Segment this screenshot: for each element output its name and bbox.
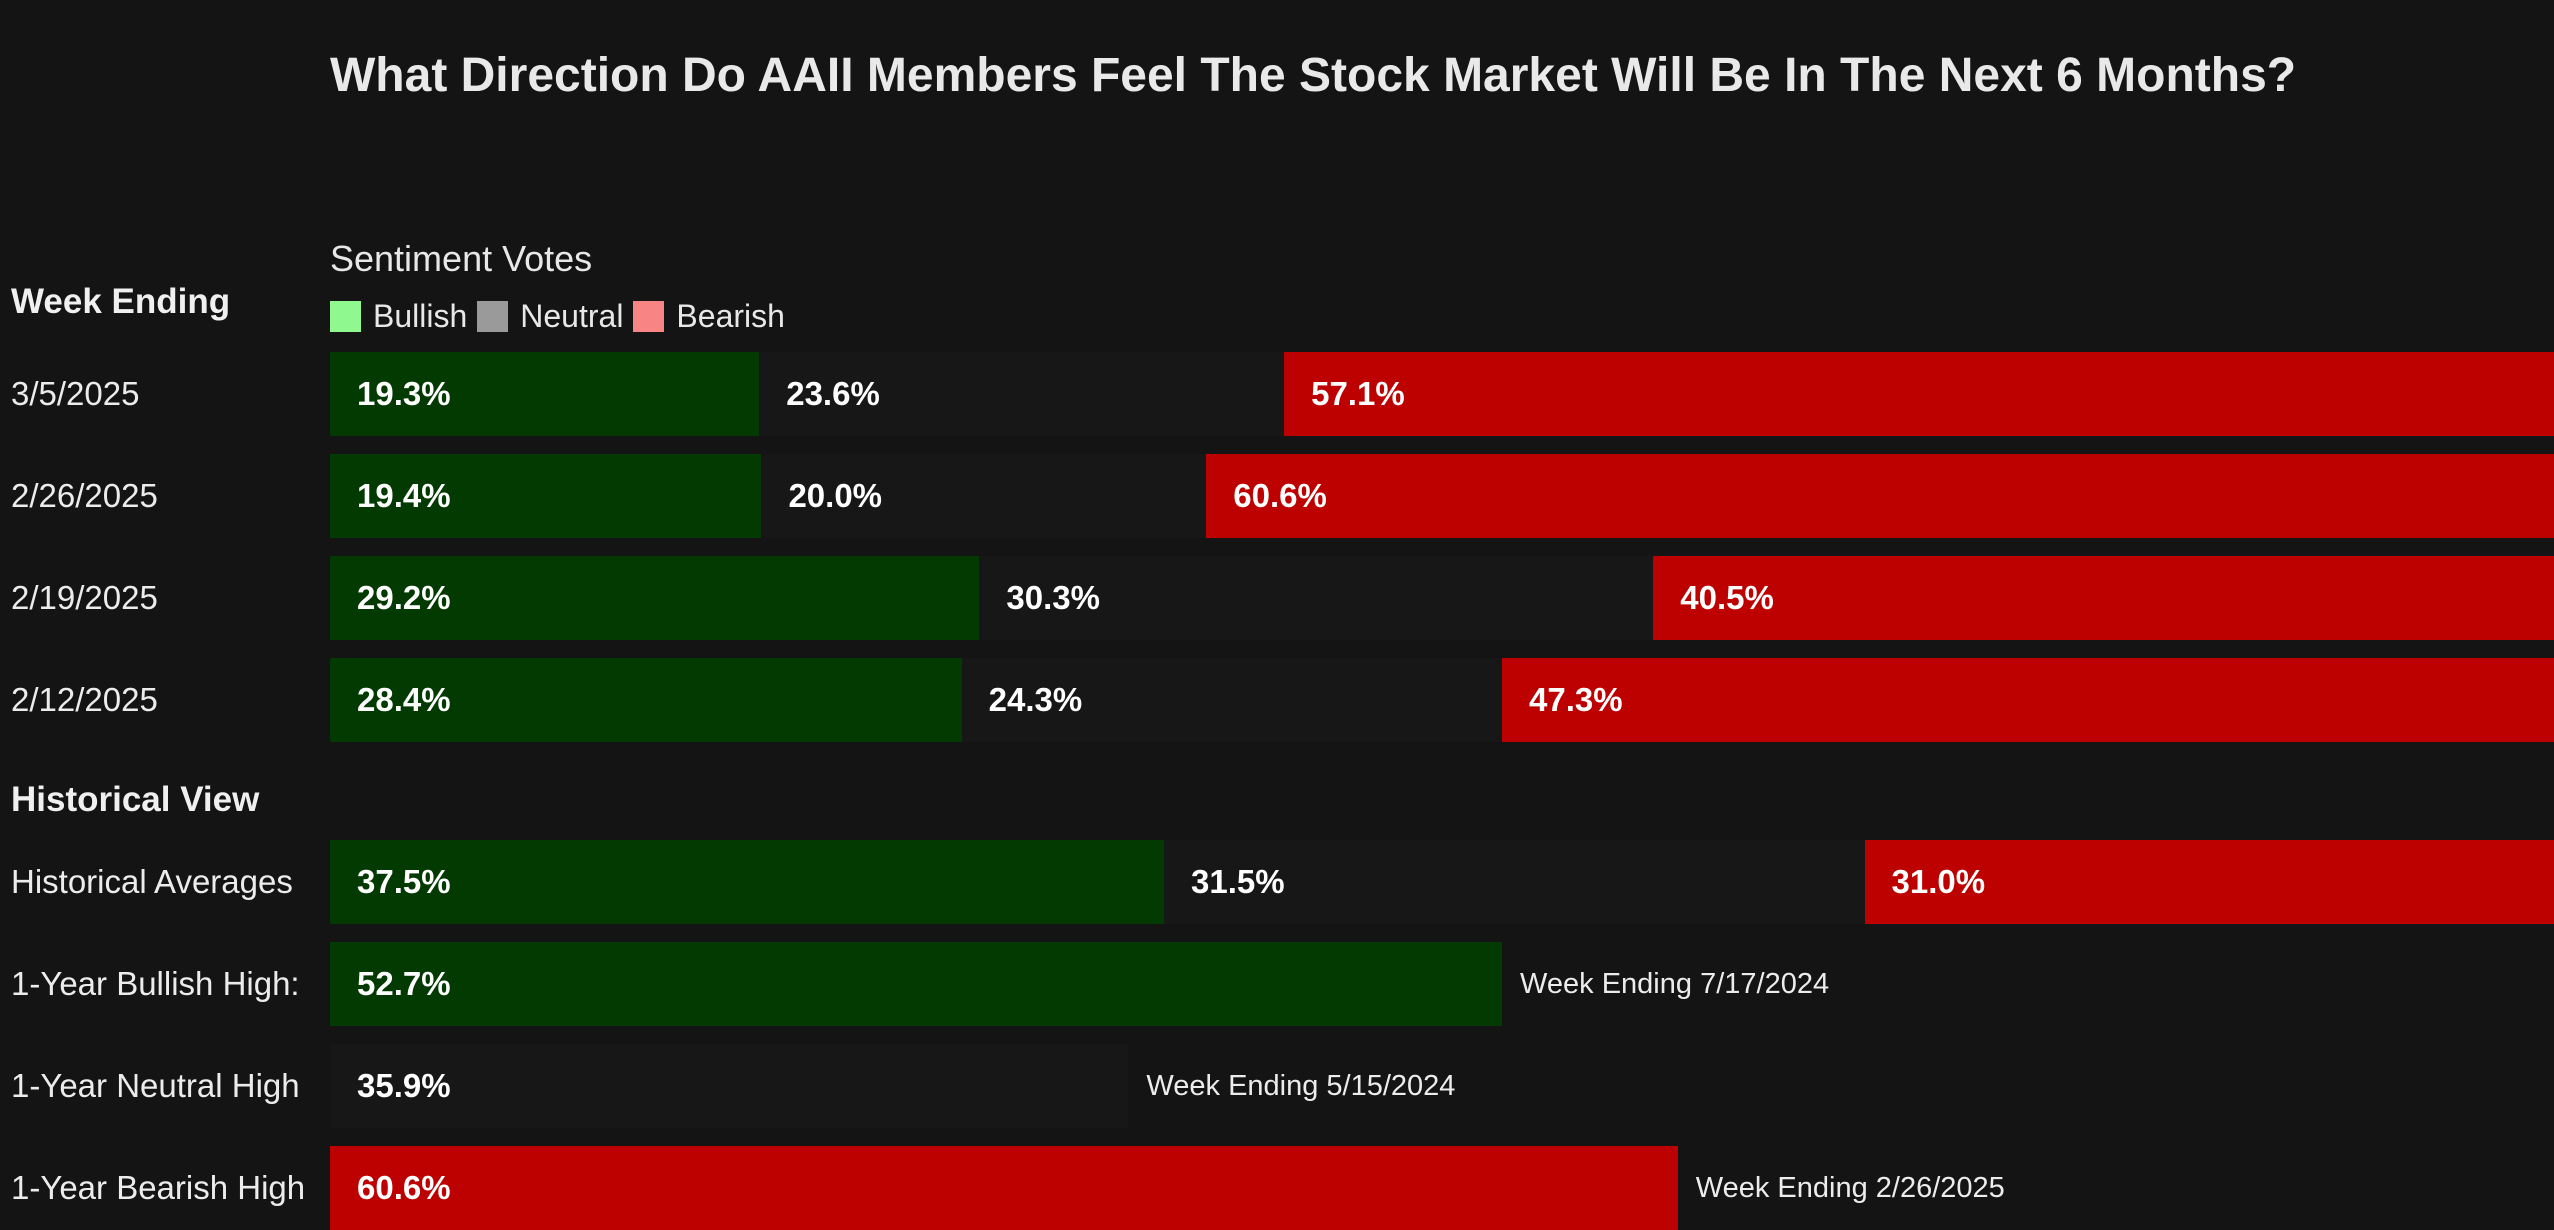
legend-label-neutral: Neutral [520, 297, 624, 334]
week-row-1-neutral-value: 20.0% [788, 477, 883, 514]
legend-label-bearish: Bearish [676, 297, 785, 334]
high-row-bearish-label: 1-Year Bearish High [11, 1169, 306, 1206]
legend-swatch-neutral [477, 300, 509, 332]
historical-averages-row-bearish-value: 31.0% [1891, 863, 1986, 900]
historical-averages-row-bullish-bar [330, 840, 1164, 924]
week-row-2-label: 2/19/2025 [11, 579, 158, 616]
chart-title: What Direction Do AAII Members Feel The … [330, 49, 2297, 102]
historical-averages-row-neutral-value: 31.5% [1191, 863, 1285, 900]
week-row-2-neutral-value: 30.3% [1006, 579, 1100, 616]
legend-swatch-bearish [633, 300, 665, 332]
week-row-3-neutral-bar [961, 658, 1503, 742]
historical-view-header: Historical View [11, 780, 260, 819]
legend-item-bearish: Bearish [633, 298, 785, 335]
week-row-1-bullish-value: 19.4% [357, 477, 451, 514]
week-row-0-bullish-bar [330, 352, 760, 436]
high-row-bullish-bar [330, 942, 1503, 1026]
high-row-bearish-value: 60.6% [357, 1169, 451, 1206]
week-row-1-bearish-bar [1206, 454, 2554, 538]
high-row-neutral-bar [330, 1044, 1129, 1128]
week-row-2-bullish-bar [330, 556, 980, 640]
week-row-1-label: 2/26/2025 [11, 477, 158, 514]
week-row-2-bullish-value: 29.2% [357, 579, 451, 616]
high-row-neutral-note: Week Ending 5/15/2024 [1146, 1070, 1456, 1102]
week-row-1-neutral-bar [761, 454, 1207, 538]
week-row-0-bearish-bar [1284, 352, 2554, 436]
high-row-bearish-note: Week Ending 2/26/2025 [1695, 1172, 2005, 1204]
legend-item-neutral: Neutral [477, 298, 623, 335]
week-row-0-label: 3/5/2025 [11, 375, 140, 412]
week-row-3-label: 2/12/2025 [11, 681, 158, 718]
historical-averages-row-label: Historical Averages [11, 863, 293, 900]
high-row-neutral-label: 1-Year Neutral High [11, 1067, 300, 1104]
legend: Bullish Neutral Bearish [330, 296, 795, 336]
legend-item-bullish: Bullish [330, 298, 467, 335]
week-ending-header: Week Ending [11, 282, 231, 321]
week-row-2-bearish-value: 40.5% [1680, 579, 1774, 616]
historical-averages-row-bearish-bar [1864, 840, 2554, 924]
week-row-0-neutral-bar [759, 352, 1285, 436]
week-row-0-neutral-value: 23.6% [786, 375, 880, 412]
legend-swatch-bullish [330, 300, 361, 332]
legend-label-bullish: Bullish [373, 297, 468, 334]
week-row-1-bullish-bar [330, 454, 762, 538]
week-row-3-neutral-value: 24.3% [988, 681, 1083, 718]
week-row-0-bullish-value: 19.3% [357, 375, 451, 412]
week-row-3-bearish-value: 47.3% [1529, 681, 1623, 718]
week-row-0-bearish-value: 57.1% [1311, 375, 1405, 412]
high-row-bearish-bar [330, 1146, 1678, 1230]
week-row-2-bearish-bar [1653, 556, 2554, 640]
legend-title: Sentiment Votes [330, 238, 593, 279]
historical-averages-row-bullish-value: 37.5% [357, 863, 451, 900]
plot-area: 19.3% 23.6% 57.1% 19.4% 20.0% 60.6% 29.2% 30.3%… [330, 0, 2554, 1230]
historical-averages-row-neutral-bar [1164, 840, 1865, 924]
week-row-3-bearish-bar [1502, 658, 2554, 742]
high-row-bullish-label: 1-Year Bullish High: [11, 965, 300, 1002]
week-row-2-neutral-bar [979, 556, 1654, 640]
high-row-bullish-value: 52.7% [357, 965, 451, 1002]
week-row-1-bearish-value: 60.6% [1233, 477, 1327, 514]
week-row-3-bullish-value: 28.4% [357, 681, 451, 718]
week-row-3-bullish-bar [330, 658, 962, 742]
high-row-neutral-value: 35.9% [357, 1067, 451, 1104]
high-row-bullish-note: Week Ending 7/17/2024 [1520, 968, 1830, 1000]
